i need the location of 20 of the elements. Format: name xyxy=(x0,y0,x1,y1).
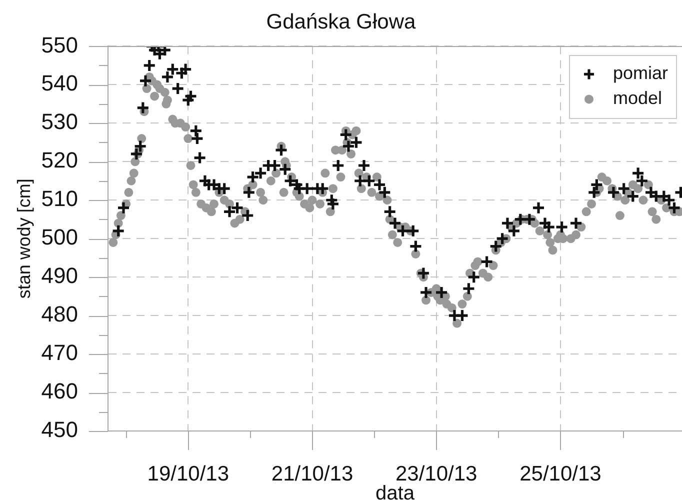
y-tick-label: 470 xyxy=(41,340,78,366)
y-tick-label: 540 xyxy=(41,70,78,96)
y-tick-label: 490 xyxy=(41,263,78,288)
x-tick-label: 21/10/13 xyxy=(271,462,354,486)
chart-title: Gdańska Głowa xyxy=(266,10,416,34)
y-tick-label: 510 xyxy=(41,186,78,212)
y-tick-label: 550 xyxy=(41,32,78,58)
y-tick-label: 530 xyxy=(41,109,78,134)
y-tick-label: 500 xyxy=(41,224,78,250)
x-tick-label: 19/10/13 xyxy=(147,462,230,486)
y-tick-label: 480 xyxy=(41,302,78,327)
y-tick-label: 520 xyxy=(41,148,78,173)
legend-label: pomiar xyxy=(612,63,668,84)
x-tick-label: 23/10/13 xyxy=(395,462,478,486)
y-axis-title: stan wody [cm] xyxy=(14,178,34,299)
y-tick-label: 460 xyxy=(41,378,78,404)
x-axis-title: data xyxy=(376,482,416,504)
y-tick-label: 450 xyxy=(41,417,78,442)
x-tick-label: 25/10/13 xyxy=(520,462,602,486)
legend-label: model xyxy=(612,88,662,108)
